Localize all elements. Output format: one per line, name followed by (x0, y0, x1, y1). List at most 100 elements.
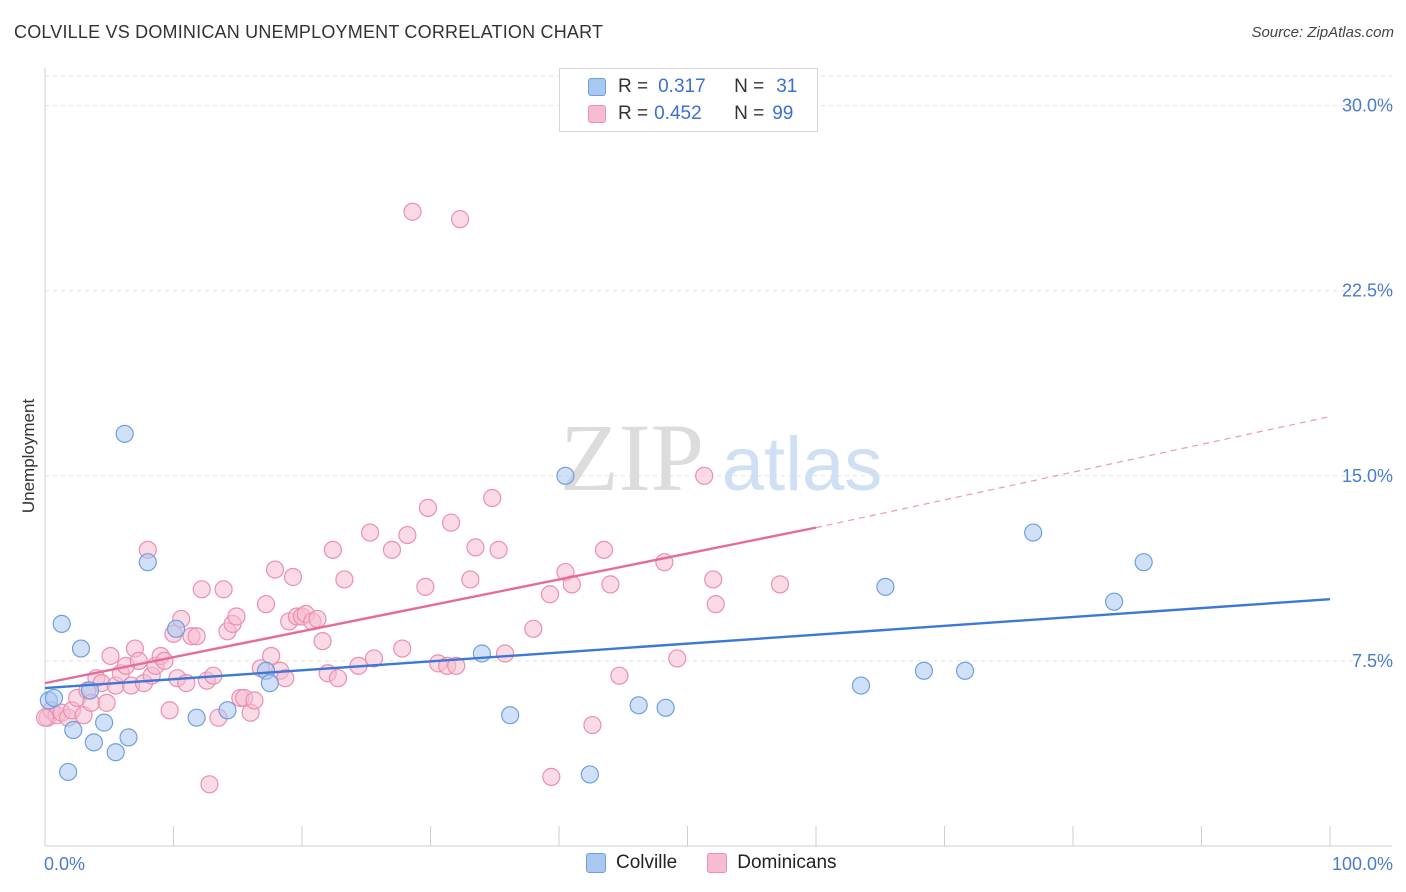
dominican-point (101, 646, 120, 666)
legend-r-label: R = (618, 76, 649, 97)
legend-row-dominicans: R = 0.452 N = 99 (588, 102, 793, 126)
colville-point (44, 688, 64, 708)
trend-lines (44, 415, 1331, 690)
watermark-zip: ZIP (560, 404, 704, 511)
dominican-trend-line (44, 526, 817, 685)
dominican-point (668, 649, 687, 668)
legend-row-colville: R = 0.317 N = 31 (588, 75, 797, 99)
colville-point (556, 466, 575, 485)
legend-n-label: N = (734, 103, 765, 124)
colville-point (187, 708, 206, 727)
dominican-point (483, 488, 502, 508)
dominican-point (542, 767, 561, 786)
watermark: ZIP atlas (560, 404, 882, 511)
dominican-point (393, 639, 412, 658)
dominican-point (416, 577, 435, 596)
colville-point (119, 728, 138, 747)
chart-title: COLVILLE VS DOMINICAN UNEMPLOYMENT CORRE… (14, 22, 604, 42)
dominican-point (540, 585, 560, 604)
dominican-point (695, 466, 714, 485)
x-tick-label: 0.0% (44, 854, 85, 874)
colville-point (106, 743, 125, 762)
colville-point (580, 765, 599, 784)
dominican-point (610, 666, 629, 685)
colville-point (64, 720, 83, 740)
dominican-point (364, 649, 384, 668)
dominicans-swatch (588, 105, 606, 123)
colville-point (71, 639, 91, 658)
dominican-point (35, 708, 55, 727)
legend-dominicans-label: Dominicans (737, 852, 837, 873)
colville-point (656, 698, 675, 717)
dominican-point (328, 669, 348, 688)
dominican-point (466, 538, 485, 557)
y-axis-label: Unemployment (19, 399, 38, 514)
dominican-point (361, 523, 380, 542)
dominican-point (706, 595, 725, 614)
dominican-point (583, 715, 602, 735)
legend-r-value: 0.317 (658, 76, 706, 97)
colville-swatch (586, 853, 606, 873)
dominican-point (283, 567, 303, 587)
y-tick-label: 22.5% (1342, 281, 1393, 301)
dominican-point (704, 570, 723, 589)
legend-n-label: N = (734, 76, 765, 97)
colville-point (52, 614, 71, 633)
dominican-point (214, 580, 233, 599)
colville-point (1105, 592, 1124, 611)
colville-point (138, 553, 157, 572)
legend-r-value: 0.452 (654, 103, 702, 124)
legend-n-value: 31 (776, 76, 798, 97)
dominican-point (594, 540, 614, 559)
dominican-point (524, 619, 543, 638)
dominican-point (601, 575, 620, 594)
dominican-point (770, 575, 790, 594)
axes (44, 68, 1392, 847)
legend-n-value: 99 (772, 103, 794, 124)
dominican-trend-extension (815, 415, 1331, 529)
dominican-point (227, 607, 246, 626)
colville-point (95, 713, 114, 732)
dominican-point (245, 691, 264, 710)
dominican-point (129, 651, 148, 671)
y-tick-label: 30.0% (1342, 96, 1393, 116)
dominican-points (35, 202, 790, 794)
colville-point (59, 762, 78, 782)
dominican-point (160, 701, 179, 720)
legend-colville-label: Colville (616, 852, 678, 873)
colville-point (914, 661, 934, 680)
colville-point (629, 696, 648, 715)
dominican-point (495, 644, 515, 663)
legend-item-dominicans: Dominicans (707, 852, 837, 874)
dominican-point (461, 570, 480, 589)
dominican-point (398, 525, 417, 545)
colville-point (876, 577, 895, 596)
dominican-point (187, 627, 206, 646)
dominican-point (382, 540, 402, 559)
colville-point (955, 661, 975, 680)
dominican-point (313, 632, 332, 651)
stats-legend: R = 0.317 N = 31 R = 0.452 N = 99 (559, 68, 818, 132)
y-tick-label: 15.0% (1342, 466, 1393, 486)
colville-point (84, 733, 103, 752)
dominican-point (418, 498, 438, 517)
dominican-point (256, 595, 276, 614)
source-label: Source: ZipAtlas.com (1251, 24, 1394, 41)
dominican-point (441, 513, 461, 532)
watermark-atlas: atlas (722, 422, 883, 507)
dominican-point (489, 540, 508, 559)
x-tick-label: 100.0% (1332, 854, 1393, 874)
dominican-point (335, 570, 354, 589)
dominican-point (447, 656, 466, 675)
colville-swatch (588, 78, 606, 96)
colville-point (851, 676, 871, 695)
dominican-point (265, 560, 285, 579)
dominican-point (308, 609, 327, 629)
dominican-point (323, 540, 342, 559)
colville-point (1024, 523, 1043, 542)
dominican-point (97, 693, 116, 712)
dominicans-swatch (707, 853, 728, 873)
dominican-point (403, 202, 422, 221)
legend-item-colville: Colville (586, 852, 677, 874)
